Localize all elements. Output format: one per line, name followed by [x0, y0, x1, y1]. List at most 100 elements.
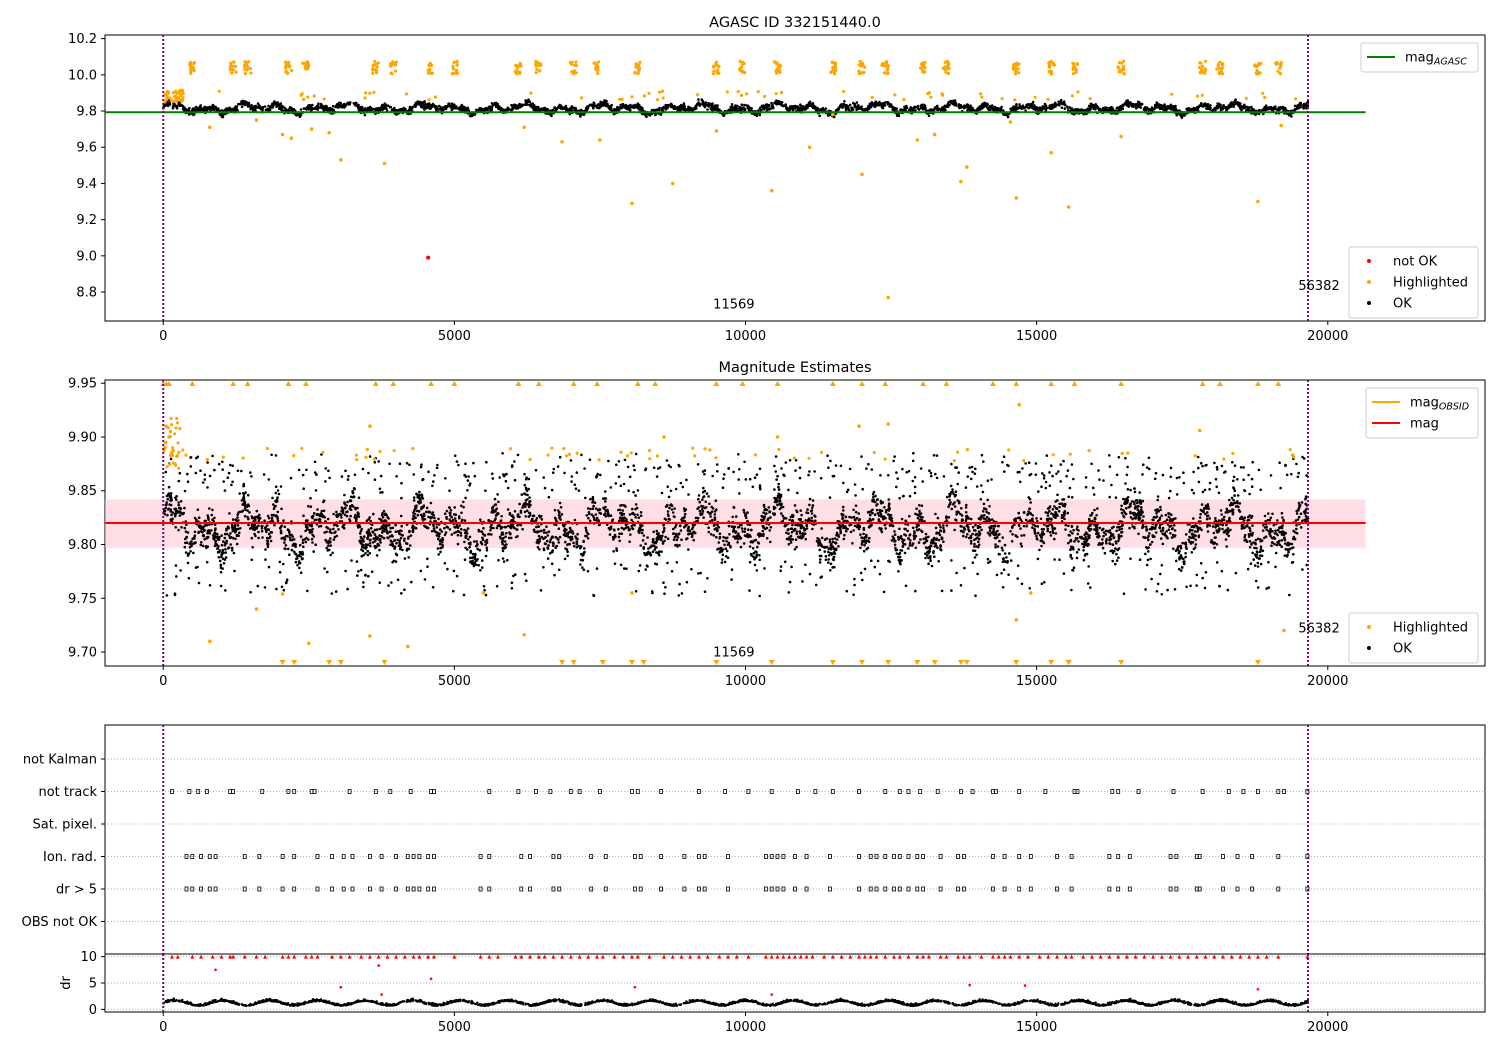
- ok-point: [1251, 108, 1255, 112]
- ok-point: [995, 573, 999, 577]
- ok-point: [1280, 511, 1284, 515]
- ok-point: [1057, 102, 1061, 105]
- ok-point: [698, 500, 701, 504]
- annotation: 11569: [713, 297, 754, 312]
- highlighted-point: [756, 90, 760, 94]
- ok-point: [1215, 104, 1219, 108]
- ok-point: [225, 108, 228, 111]
- ok-point: [1224, 538, 1228, 541]
- ok-point: [948, 103, 951, 107]
- chart-title: Magnitude Estimates: [718, 360, 871, 376]
- ok-point: [658, 106, 661, 110]
- ok-point: [473, 113, 477, 116]
- ok-point: [1304, 497, 1307, 501]
- ok-point: [267, 565, 271, 569]
- ok-point: [253, 105, 256, 108]
- highlighted-point: [915, 138, 920, 142]
- highlighted-point: [1076, 90, 1080, 94]
- ok-point: [1042, 477, 1046, 480]
- ok-point: [911, 459, 915, 463]
- ok-point: [1220, 108, 1223, 111]
- ok-point: [396, 578, 400, 582]
- ok-point: [917, 107, 920, 111]
- ok-point: [755, 550, 758, 554]
- ok-point: [184, 107, 187, 111]
- ok-point: [256, 102, 260, 105]
- highlighted-point: [712, 65, 716, 69]
- y-tick-label: 9.90: [68, 430, 97, 445]
- ok-point: [310, 537, 314, 541]
- ok-point: [1011, 533, 1014, 536]
- ok-point: [971, 532, 974, 536]
- ok-point: [278, 560, 282, 564]
- ok-point: [681, 107, 684, 110]
- ok-point: [776, 474, 779, 478]
- ok-point: [411, 530, 415, 533]
- highlighted-point: [286, 64, 290, 68]
- highlighted-point: [189, 71, 193, 75]
- ok-point: [1066, 106, 1070, 109]
- ok-point: [853, 583, 856, 587]
- ok-point: [606, 104, 609, 108]
- highlighted-point: [382, 161, 387, 166]
- highlighted-point: [714, 63, 719, 67]
- highlighted-point: [574, 60, 578, 64]
- ok-point: [519, 104, 523, 107]
- ok-point: [381, 103, 384, 107]
- ok-point: [341, 104, 345, 108]
- highlighted-point: [1046, 97, 1050, 101]
- ok-point: [1055, 103, 1059, 106]
- highlighted-point: [1253, 64, 1257, 68]
- ok-point: [1135, 501, 1139, 505]
- ok-point: [1001, 536, 1004, 539]
- ok-point: [378, 581, 382, 584]
- ok-point: [827, 561, 830, 564]
- ok-point: [454, 107, 458, 110]
- ok-point: [801, 105, 805, 108]
- ok-point: [1024, 109, 1027, 112]
- ok-point: [248, 104, 252, 108]
- ok-point: [270, 104, 273, 107]
- ok-point: [201, 108, 205, 112]
- ok-point: [1263, 107, 1266, 110]
- ok-point: [975, 553, 978, 557]
- ok-point: [808, 102, 812, 106]
- ok-point: [1000, 546, 1004, 550]
- ok-point: [210, 513, 213, 517]
- highlighted-point: [630, 201, 634, 206]
- ok-point: [839, 104, 842, 107]
- highlighted-point: [245, 68, 249, 72]
- ok-point: [1190, 551, 1194, 554]
- ok-point: [636, 102, 640, 105]
- ok-point: [206, 486, 209, 489]
- ok-point: [1060, 106, 1064, 109]
- ok-point: [309, 505, 313, 509]
- ok-point: [1059, 98, 1063, 102]
- highlighted-point: [299, 93, 303, 97]
- ok-point: [407, 556, 411, 559]
- ok-point: [1254, 579, 1258, 583]
- ok-point: [743, 103, 746, 107]
- ok-point: [1259, 545, 1263, 548]
- ok-point: [933, 107, 937, 110]
- highlighted-point: [217, 89, 221, 93]
- ok-point: [444, 107, 448, 111]
- y-tick-label: 9.70: [68, 646, 97, 661]
- ok-point: [574, 487, 578, 491]
- ok-point: [1082, 545, 1086, 549]
- highlighted-point: [598, 138, 602, 142]
- ok-point: [186, 561, 190, 565]
- ok-point: [251, 108, 255, 112]
- ok-point: [883, 103, 886, 106]
- ok-point: [1256, 561, 1260, 565]
- ok-point: [319, 104, 323, 108]
- highlighted-point: [1047, 65, 1051, 69]
- ok-point: [617, 535, 621, 539]
- highlighted-point: [1256, 72, 1261, 76]
- ok-point: [1140, 102, 1144, 106]
- ok-point: [960, 507, 963, 510]
- ok-point: [223, 532, 227, 536]
- ok-point: [702, 101, 705, 104]
- highlighted-point: [862, 71, 866, 75]
- ok-point: [408, 105, 412, 109]
